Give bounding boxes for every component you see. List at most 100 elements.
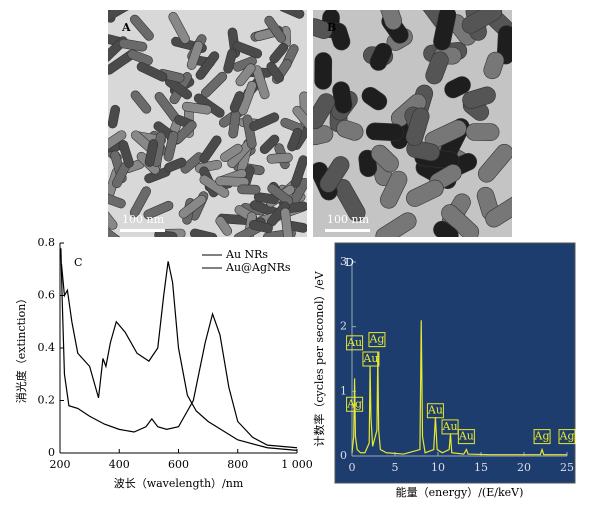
nanorod	[329, 22, 351, 51]
x-tick-label: 200	[50, 458, 71, 471]
nanorod	[252, 65, 270, 100]
nanorod	[108, 104, 121, 129]
y-tick-label: 1	[340, 384, 347, 397]
annotation: Ag	[368, 333, 384, 346]
nanorod	[136, 61, 168, 82]
x-axis-label: 能量（energy）/(E/keV)	[396, 485, 524, 499]
annotation-box	[362, 351, 380, 367]
tem-image: A 100 nm	[108, 10, 307, 237]
nanorod	[215, 176, 250, 187]
annotation: Ag	[559, 430, 575, 443]
scale-bar-label: 100 nm	[327, 213, 370, 226]
x-tick-label: 600	[168, 458, 189, 471]
nanorod	[248, 220, 273, 233]
nanorod	[287, 127, 303, 152]
x-tick-label: 1 000	[281, 458, 313, 471]
nanorod	[266, 61, 285, 83]
nanorod	[237, 184, 261, 195]
series-line	[351, 320, 567, 456]
annotation-box	[457, 429, 475, 445]
annotation-box	[368, 332, 386, 348]
nanorod	[163, 130, 179, 162]
nanorod	[181, 101, 212, 115]
y-axis-label: 计数率（cycles per seconol）/eV	[312, 270, 326, 446]
nanorod	[223, 48, 237, 74]
nanorod	[259, 134, 280, 154]
x-tick-label: 400	[109, 458, 130, 471]
nanorod	[378, 10, 403, 30]
nanorod	[129, 186, 152, 218]
nanorod	[483, 51, 505, 80]
nanorod	[154, 230, 178, 237]
nanorod	[127, 49, 153, 66]
nanorod	[433, 10, 457, 51]
nanorod	[108, 193, 126, 209]
nanorod	[314, 52, 333, 90]
nanorod	[253, 192, 279, 204]
nanorod	[264, 15, 287, 43]
nanorod	[477, 143, 512, 183]
y-tick-label: 0.4	[38, 341, 56, 354]
annotation-box	[558, 429, 576, 445]
y-tick-label: 0.6	[38, 289, 56, 302]
nanorod	[319, 156, 350, 193]
annotation-box	[346, 335, 364, 351]
nanorod	[108, 10, 135, 22]
nanorod	[425, 51, 449, 85]
legend-label: Au@AgNRs	[225, 261, 291, 274]
nanorod	[199, 135, 222, 164]
y-tick-label: 0.2	[38, 394, 56, 407]
nanorod	[220, 143, 243, 163]
y-tick-label: 0	[340, 449, 347, 462]
nanorod	[292, 105, 307, 131]
nanorod	[229, 91, 245, 113]
nanorod	[369, 42, 393, 71]
nanorod	[130, 14, 154, 41]
nanorod	[336, 119, 364, 141]
annotation: Au	[442, 420, 458, 433]
nanorod	[249, 112, 280, 132]
scale-bar	[120, 229, 165, 232]
annotation: Au	[458, 430, 474, 443]
legend-label: Au NRs	[225, 248, 268, 261]
nanorod	[313, 18, 333, 39]
nanorod	[370, 144, 399, 173]
nanorod	[118, 140, 134, 168]
y-tick-label: 0	[48, 446, 55, 459]
y-tick-label: 3	[340, 255, 347, 268]
nanorod	[361, 86, 388, 111]
nanorod	[379, 170, 408, 209]
x-tick-label: 25	[560, 461, 574, 474]
nanorod	[235, 63, 256, 87]
nanorod	[144, 139, 159, 167]
nanorod	[465, 123, 500, 141]
nanorod	[178, 194, 207, 219]
nanorod	[280, 207, 293, 237]
annotation-box	[346, 396, 364, 412]
x-tick-label: 20	[517, 461, 531, 474]
nanorod	[108, 208, 118, 230]
nanorod	[278, 10, 305, 19]
x-tick-label: 5	[392, 461, 399, 474]
nanorod	[444, 76, 471, 99]
nanorod	[168, 12, 190, 44]
rods	[108, 10, 307, 237]
annotation: Au	[427, 404, 443, 417]
nanorod	[375, 212, 417, 237]
x-tick-label: 15	[474, 461, 488, 474]
annotation: Au	[362, 352, 378, 365]
nanorod	[232, 41, 263, 59]
y-tick-label: 2	[340, 320, 347, 333]
nanorod	[215, 215, 233, 236]
nanorod	[266, 152, 293, 164]
nanorod	[130, 90, 152, 114]
series-line	[60, 261, 298, 451]
nanorod	[267, 183, 294, 206]
nanorod	[461, 10, 503, 34]
nanorod	[406, 179, 444, 207]
annotation: Ag	[534, 430, 550, 443]
scale-bar	[325, 229, 370, 232]
nanorod	[143, 200, 174, 220]
x-tick-label: 800	[227, 458, 248, 471]
